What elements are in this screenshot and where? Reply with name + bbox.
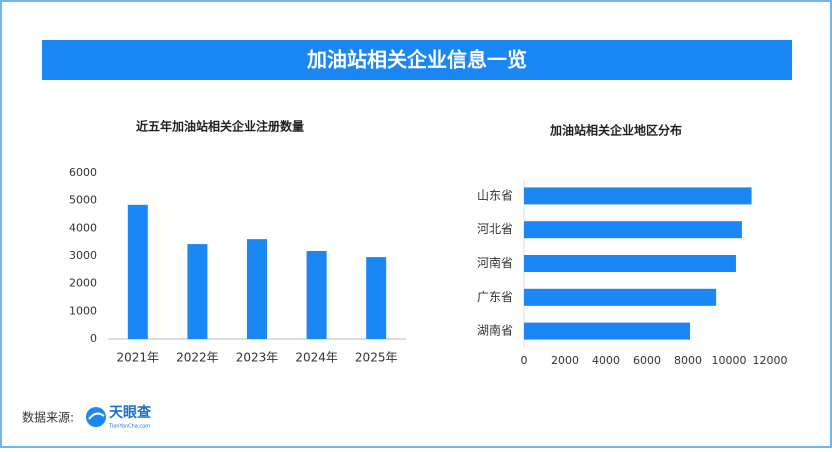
x-tick-label: 6000: [633, 354, 661, 367]
logo-icon: [86, 407, 106, 427]
y-tick-label: 4000: [69, 221, 97, 234]
x-tick-label: 12000: [753, 354, 788, 367]
x-tick-label: 2022年: [176, 351, 219, 365]
x-tick-label: 8000: [674, 354, 702, 367]
x-tick-label: 2021年: [117, 351, 160, 365]
bar: [524, 255, 736, 272]
title-banner: [42, 40, 792, 80]
y-tick-label: 0: [90, 332, 97, 345]
bar: [187, 244, 208, 339]
y-tick-label: 广东省: [477, 290, 513, 304]
bar: [524, 221, 742, 239]
x-tick-label: 2023年: [236, 351, 279, 365]
logo-subtext: TianYanCha.com: [108, 424, 150, 430]
y-tick-label: 河北省: [477, 222, 513, 236]
y-tick-label: 湖南省: [477, 323, 513, 338]
logo-wave: [88, 412, 105, 420]
page-title: 加油站相关企业信息一览: [306, 48, 527, 72]
bar: [127, 204, 148, 339]
bar: [247, 239, 267, 339]
x-tick-label: 4000: [592, 354, 620, 367]
chart-title: 近五年加油站相关企业注册数量: [136, 119, 304, 134]
x-tick-label: 2025年: [355, 351, 398, 365]
chart-title: 加油站相关企业地区分布: [549, 123, 682, 138]
y-tick-label: 2000: [69, 277, 97, 290]
bar: [524, 322, 691, 340]
source-label: 数据来源:: [22, 410, 74, 425]
y-tick-label: 河南省: [477, 255, 513, 270]
x-tick-label: 0: [521, 354, 528, 367]
y-tick-label: 5000: [69, 194, 97, 207]
bar: [524, 187, 752, 205]
y-tick-label: 6000: [69, 166, 97, 179]
y-tick-label: 1000: [69, 304, 97, 317]
logo-text: 天眼查: [109, 404, 152, 421]
y-tick-label: 山东省: [477, 188, 513, 202]
x-tick-label: 10000: [712, 354, 747, 367]
x-tick-label: 2000: [551, 354, 579, 367]
bar: [306, 251, 327, 339]
x-tick-label: 2024年: [295, 351, 338, 365]
bar: [524, 288, 717, 306]
y-tick-label: 3000: [69, 249, 97, 262]
bar: [366, 257, 387, 339]
